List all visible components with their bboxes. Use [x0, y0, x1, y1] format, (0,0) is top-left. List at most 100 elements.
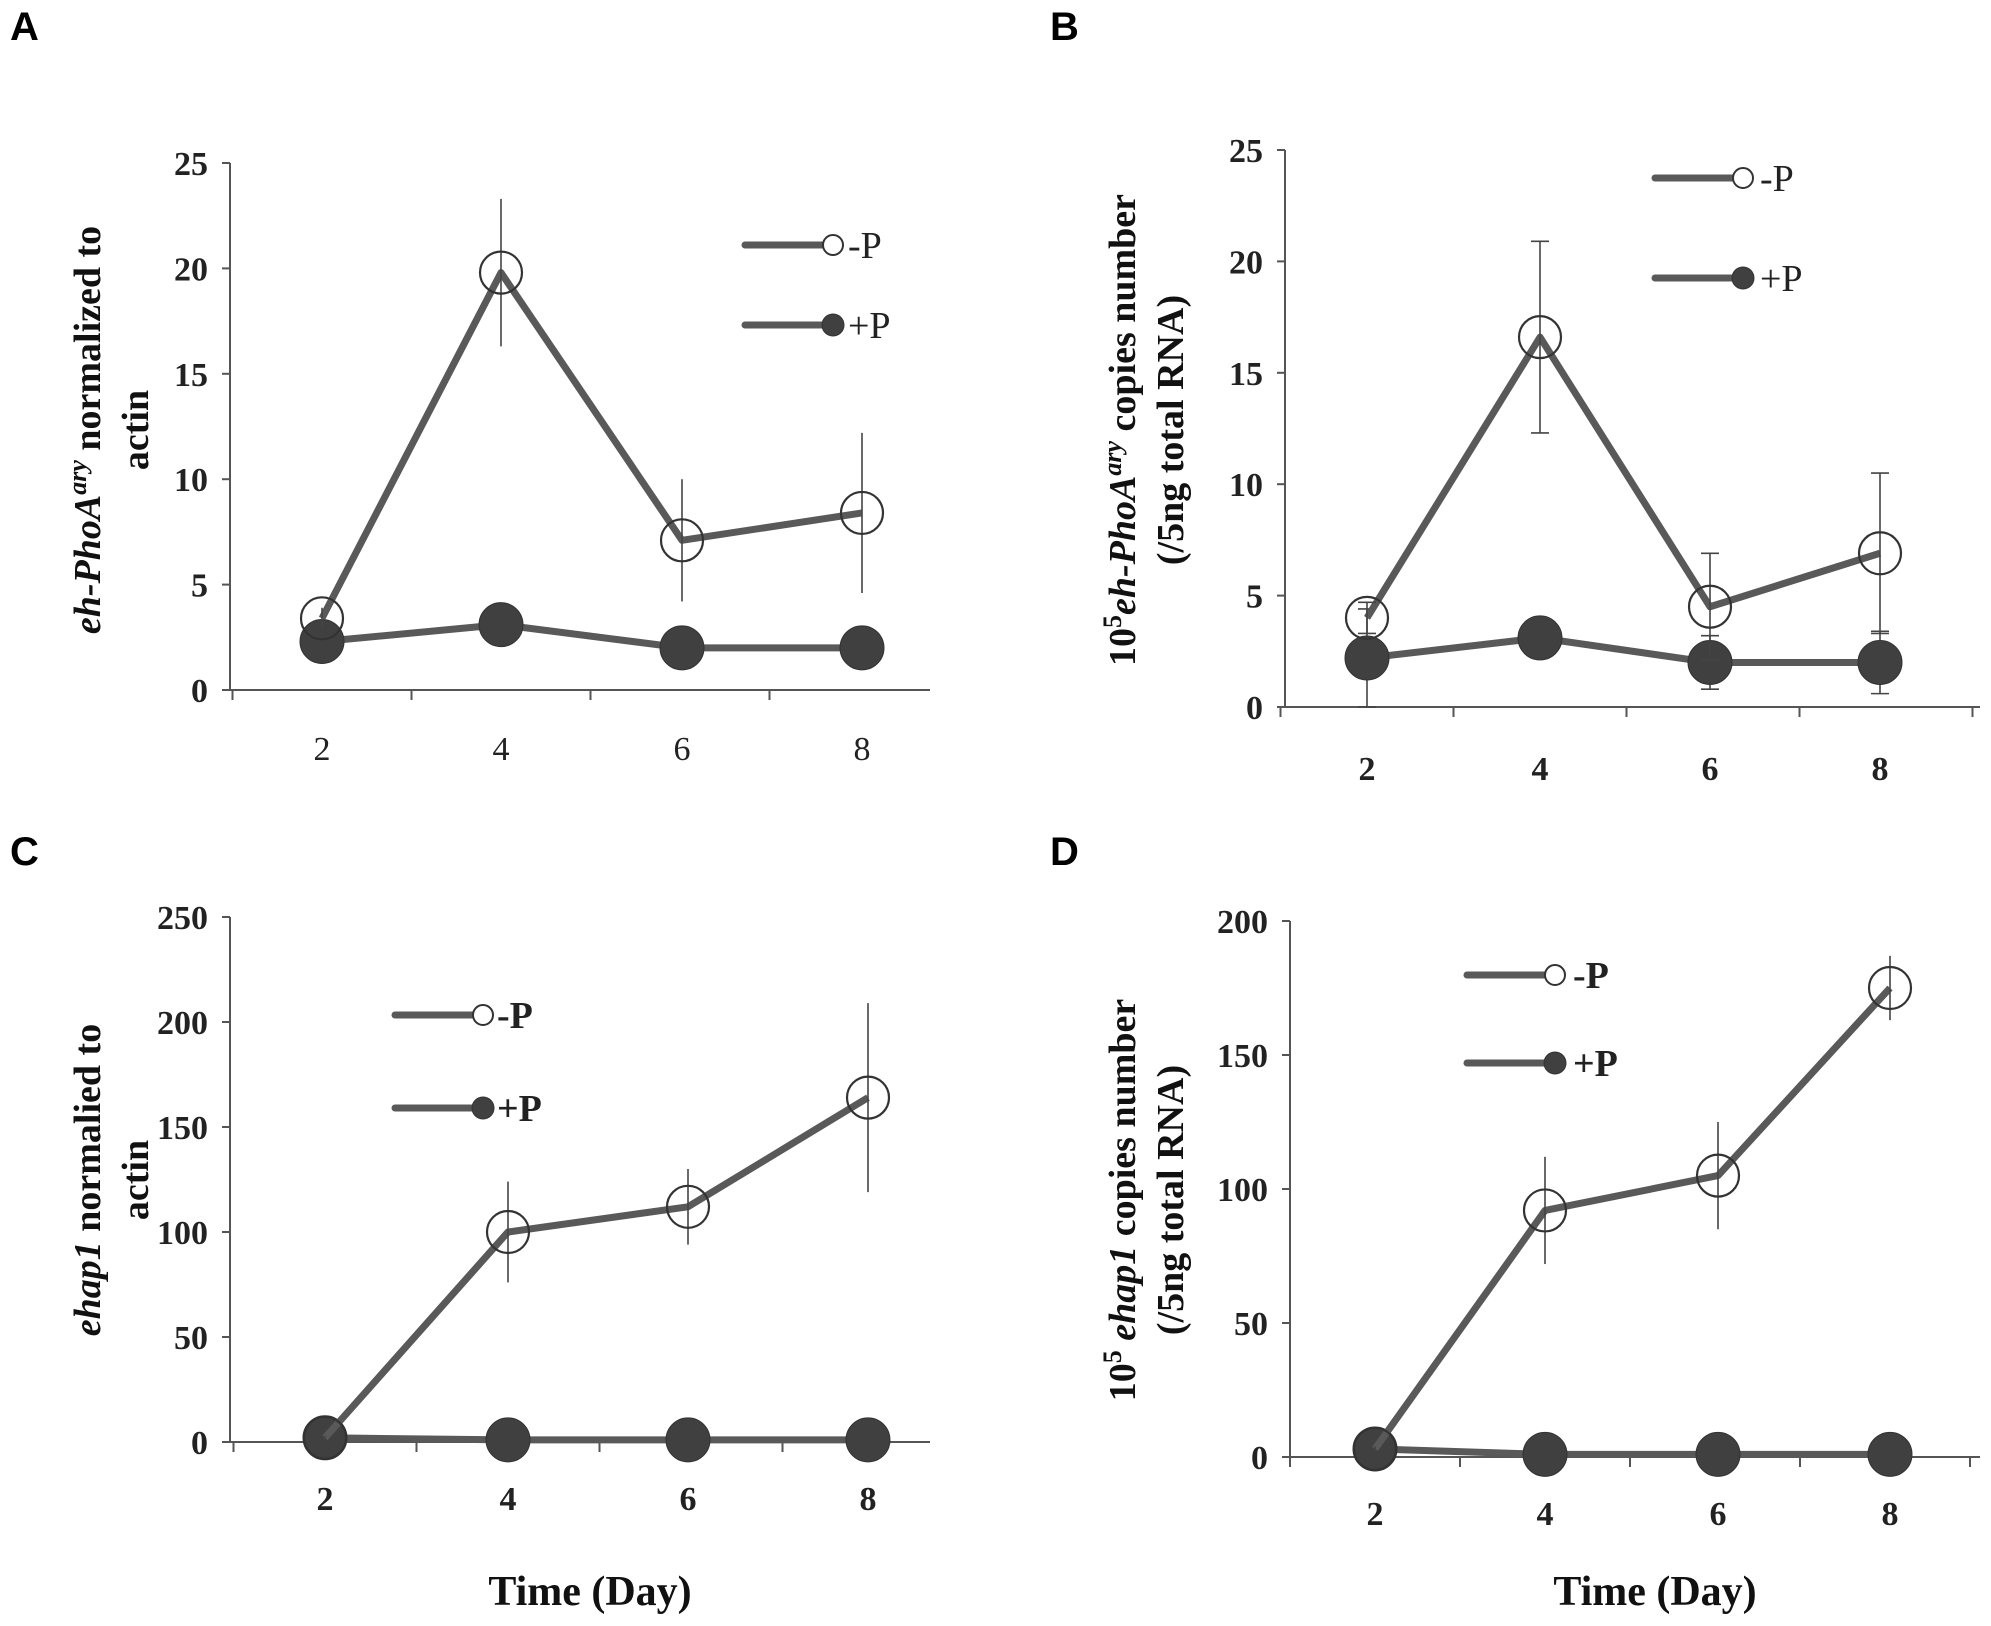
y-tick-label: 25 — [1229, 133, 1263, 170]
legend-marker-filled — [1731, 266, 1755, 290]
y-axis-label: ehap1 normalied to actin — [67, 1024, 157, 1336]
legend-label: -P — [1760, 158, 1794, 200]
data-point-filled — [478, 602, 524, 648]
x-tick-label: 8 — [854, 731, 871, 768]
data-point-open — [1522, 1188, 1568, 1233]
legend-marker-open — [1544, 964, 1566, 986]
data-point-filled — [845, 1417, 891, 1463]
y-axis-label-line2: (/5ng total RNA) — [1150, 1065, 1192, 1335]
data-point-open — [1344, 595, 1390, 640]
series-minus-p — [302, 1003, 891, 1460]
data-point-filled — [665, 1417, 711, 1463]
x-tick-label: 2 — [1359, 751, 1376, 788]
y-tick-label: 250 — [157, 900, 208, 937]
data-point-filled — [1857, 639, 1903, 685]
y-label-text: 10 — [1102, 1363, 1144, 1401]
y-tick-label: 0 — [1251, 1440, 1268, 1477]
y-tick-label: 25 — [174, 146, 208, 183]
y-tick-label: 200 — [157, 1005, 208, 1042]
y-axis-label: 105eh-PhoAary copies number (/5ng total R… — [1098, 194, 1193, 666]
series-line — [1364, 333, 1882, 620]
y-axis-label-line1: ehap1 normalied to — [67, 1024, 109, 1336]
legend-label: +P — [848, 305, 891, 347]
panel-c: C 0 50 100 150 200 250 2 4 6 8 ehap1 normalied to ac… — [10, 830, 930, 1615]
y-label-superscript: 5 — [1098, 615, 1127, 628]
legend-label: -P — [497, 995, 533, 1037]
y-label-text: actin — [115, 390, 157, 470]
y-label-text: normalied to — [67, 1024, 109, 1241]
x-tick-label: 4 — [1537, 1496, 1554, 1533]
y-label-text: copies number — [1102, 194, 1144, 441]
y-tick-label: 5 — [191, 568, 208, 605]
data-point-open — [299, 596, 345, 641]
y-tick-label: 200 — [1217, 904, 1268, 941]
y-tick-label: 50 — [174, 1320, 208, 1357]
data-point-open — [659, 518, 705, 563]
data-point-filled — [485, 1417, 531, 1463]
y-tick-label: 20 — [1229, 244, 1263, 281]
y-axis-label-line1: 105eh-PhoAary copies number — [1098, 194, 1145, 666]
y-label-superscript: ary — [1098, 441, 1127, 476]
y-label-text: copies number — [1102, 999, 1144, 1246]
legend-label: +P — [1760, 258, 1803, 300]
data-point-open — [302, 1415, 348, 1460]
legend-marker-filled — [471, 1096, 495, 1120]
x-tick-label: 8 — [1882, 1496, 1899, 1533]
y-label-text: normalized to — [67, 226, 109, 460]
data-point-open — [845, 1075, 891, 1120]
series-line — [318, 269, 863, 620]
x-tick-label: 2 — [1367, 1496, 1384, 1533]
x-tick-label: 6 — [1710, 1496, 1727, 1533]
y-axis-label-line2: (/5ng total RNA) — [1150, 295, 1192, 565]
y-axis-label: 105 ehap1 copies number (/5ng total RNA) — [1098, 999, 1193, 1402]
data-point-open — [1695, 1153, 1741, 1198]
panel-letter: C — [10, 830, 39, 874]
y-label-gene: ehap1 — [67, 1241, 109, 1336]
data-point-open — [665, 1184, 711, 1229]
x-tick-label: 4 — [493, 731, 510, 768]
x-axis-label: Time (Day) — [488, 1569, 691, 1615]
x-tick-label: 4 — [1532, 751, 1549, 788]
y-label-superscript: 5 — [1098, 1350, 1127, 1363]
y-tick-label: 5 — [1246, 579, 1263, 616]
data-point-filled — [1344, 635, 1390, 681]
data-point-open — [478, 250, 524, 295]
data-point-open — [1352, 1426, 1398, 1472]
panel-letter: B — [1050, 5, 1079, 49]
data-point-filled — [1867, 1431, 1913, 1477]
x-tick-label: 2 — [317, 1481, 334, 1518]
series-plus-p — [299, 602, 885, 671]
legend-label: +P — [1573, 1043, 1618, 1085]
y-tick-label: 50 — [1234, 1306, 1268, 1343]
y-tick-label: 0 — [191, 1425, 208, 1462]
y-tick-label: 15 — [1229, 356, 1263, 393]
x-tick-label: 2 — [314, 731, 331, 768]
y-label-superscript: ary — [63, 460, 92, 495]
x-tick-label: 4 — [500, 1481, 517, 1518]
y-tick-label: 15 — [174, 357, 208, 394]
y-tick-label: 0 — [191, 673, 208, 710]
series-minus-p — [1352, 955, 1913, 1472]
panel-letter: D — [1050, 830, 1079, 874]
y-tick-label: 0 — [1246, 690, 1263, 727]
y-label-space — [1102, 1341, 1144, 1351]
legend: -P +P — [741, 225, 891, 347]
panel-d: D 0 50 100 150 200 2 4 6 8 105 ehap1 copies number… — [1050, 830, 1980, 1615]
y-axis-label: eh-PhoAary normalized to actin — [63, 226, 158, 634]
legend-marker-open — [822, 234, 844, 256]
series-line — [322, 1094, 870, 1441]
y-tick-label: 10 — [1229, 467, 1263, 504]
x-tick-label: 6 — [674, 731, 691, 768]
x-tick-label: 6 — [1702, 751, 1719, 788]
x-axis-label: Time (Day) — [1553, 1569, 1756, 1615]
panel-letter: A — [10, 5, 39, 49]
legend: -P +P — [1651, 158, 1803, 300]
y-tick-label: 100 — [1217, 1172, 1268, 1209]
x-tick-label: 6 — [680, 1481, 697, 1518]
data-point-open — [1687, 584, 1733, 629]
y-tick-label: 100 — [157, 1215, 208, 1252]
y-tick-label: 10 — [174, 462, 208, 499]
data-point-open — [1517, 315, 1563, 360]
y-label-gene: eh-PhoA — [1102, 476, 1144, 615]
